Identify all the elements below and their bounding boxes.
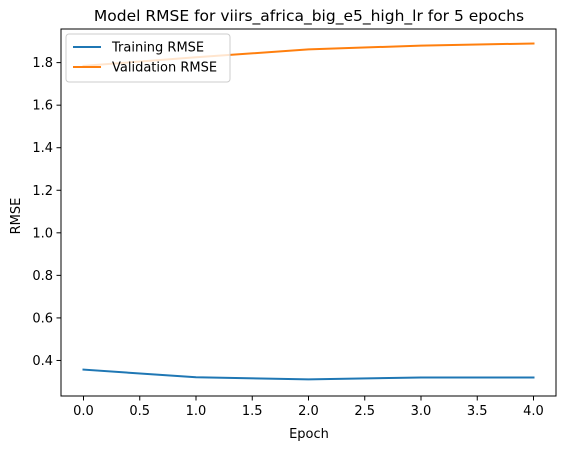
y-axis: 0.4 0.6 0.8 1.0 1.2 1.4 1.6 1.8 [32,56,61,369]
plot-frame [60,28,557,397]
x-axis: 0.0 0.5 1.0 1.5 2.0 2.5 3.0 3.5 4.0 [73,396,544,419]
x-tick-label: 3.5 [467,404,488,419]
x-tick-label: 3.0 [411,404,432,419]
legend: Training RMSE Validation RMSE [65,33,231,83]
y-tick-label: 1.6 [32,99,53,114]
chart-title: Model RMSE for viirs_africa_big_e5_high_… [94,7,524,26]
series-line-training [82,368,535,381]
x-axis-label: Epoch [289,427,329,442]
x-tick-label: 2.5 [354,404,375,419]
x-tick-label: 0.0 [73,404,94,419]
y-tick-label: 1.0 [32,226,53,241]
legend-label-validation: Validation RMSE [112,61,217,76]
x-tick-label: 1.5 [242,404,263,419]
y-axis-label: RMSE [9,198,24,235]
x-tick-label: 1.0 [186,404,207,419]
x-tick-label: 0.5 [129,404,150,419]
legend-label-training: Training RMSE [111,41,204,56]
x-tick-label: 2.0 [298,404,319,419]
y-tick-label: 1.4 [32,141,53,156]
plot-area [60,28,557,397]
legend-box [65,33,231,83]
y-tick-label: 1.8 [32,56,53,71]
x-tick-label: 4.0 [523,404,544,419]
y-tick-label: 1.2 [32,184,53,199]
y-tick-label: 0.4 [32,354,53,369]
y-tick-label: 0.8 [32,269,53,284]
y-tick-label: 0.6 [32,311,53,326]
